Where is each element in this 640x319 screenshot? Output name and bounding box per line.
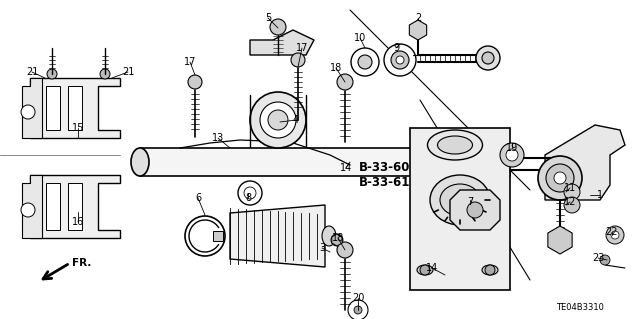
- Bar: [68, 86, 82, 130]
- Circle shape: [467, 202, 483, 218]
- Polygon shape: [230, 205, 325, 267]
- Text: 2: 2: [415, 13, 421, 23]
- Circle shape: [21, 105, 35, 119]
- Circle shape: [331, 234, 343, 246]
- Circle shape: [358, 55, 372, 69]
- Circle shape: [348, 300, 368, 319]
- Circle shape: [270, 19, 286, 35]
- Bar: [46, 86, 60, 130]
- Circle shape: [476, 46, 500, 70]
- Bar: [68, 183, 82, 230]
- Circle shape: [185, 216, 225, 256]
- Circle shape: [500, 143, 524, 167]
- Text: 4: 4: [293, 115, 299, 125]
- Circle shape: [396, 56, 404, 64]
- Circle shape: [506, 149, 518, 161]
- Circle shape: [337, 242, 353, 258]
- Circle shape: [485, 265, 495, 275]
- Text: 12: 12: [564, 197, 576, 207]
- Text: 10: 10: [354, 33, 366, 43]
- Circle shape: [564, 184, 580, 200]
- Text: 14: 14: [426, 263, 438, 273]
- Text: 16: 16: [72, 217, 84, 227]
- Polygon shape: [332, 234, 342, 246]
- Polygon shape: [30, 78, 120, 138]
- Text: 6: 6: [195, 193, 201, 203]
- Text: 18: 18: [330, 63, 342, 73]
- Text: 5: 5: [265, 13, 271, 23]
- Circle shape: [554, 172, 566, 184]
- Text: 21: 21: [122, 67, 134, 77]
- Ellipse shape: [440, 184, 480, 216]
- Text: 1: 1: [597, 190, 603, 200]
- Polygon shape: [140, 148, 510, 176]
- Text: 20: 20: [352, 293, 364, 303]
- Polygon shape: [545, 125, 625, 200]
- Circle shape: [337, 74, 353, 90]
- Circle shape: [21, 203, 35, 217]
- Ellipse shape: [131, 148, 149, 176]
- Text: 21: 21: [26, 67, 38, 77]
- Circle shape: [564, 197, 580, 213]
- Ellipse shape: [322, 226, 336, 246]
- Circle shape: [260, 102, 296, 138]
- Bar: [213, 231, 223, 241]
- Circle shape: [354, 306, 362, 314]
- Circle shape: [420, 265, 430, 275]
- Circle shape: [238, 181, 262, 205]
- Ellipse shape: [430, 175, 490, 225]
- Circle shape: [606, 226, 624, 244]
- Circle shape: [188, 75, 202, 89]
- Circle shape: [244, 187, 256, 199]
- Circle shape: [538, 156, 582, 200]
- Text: 3: 3: [319, 243, 325, 253]
- Ellipse shape: [482, 265, 498, 275]
- Ellipse shape: [417, 265, 433, 275]
- Text: 18: 18: [332, 233, 344, 243]
- Circle shape: [100, 69, 110, 79]
- Circle shape: [384, 44, 416, 76]
- Circle shape: [546, 164, 574, 192]
- Polygon shape: [30, 175, 120, 238]
- Text: 14: 14: [340, 163, 352, 173]
- Circle shape: [291, 53, 305, 67]
- Circle shape: [391, 51, 409, 69]
- Polygon shape: [450, 190, 500, 230]
- Text: 22: 22: [605, 227, 618, 237]
- Polygon shape: [22, 175, 42, 238]
- Text: 7: 7: [467, 197, 473, 207]
- Polygon shape: [22, 78, 42, 138]
- Circle shape: [611, 231, 619, 239]
- Circle shape: [47, 69, 57, 79]
- Text: 15: 15: [72, 123, 84, 133]
- Circle shape: [250, 92, 306, 148]
- Ellipse shape: [428, 130, 483, 160]
- Text: 8: 8: [245, 193, 251, 203]
- Text: 19: 19: [506, 143, 518, 153]
- Circle shape: [268, 110, 288, 130]
- Circle shape: [482, 52, 494, 64]
- Text: 17: 17: [184, 57, 196, 67]
- Polygon shape: [410, 20, 427, 40]
- Text: B-33-60
B-33-61: B-33-60 B-33-61: [359, 161, 411, 189]
- Polygon shape: [250, 30, 314, 55]
- Ellipse shape: [438, 136, 472, 154]
- Circle shape: [600, 255, 610, 265]
- Text: FR.: FR.: [72, 258, 92, 268]
- Text: TE04B3310: TE04B3310: [556, 303, 604, 313]
- Circle shape: [351, 48, 379, 76]
- Polygon shape: [410, 128, 510, 290]
- Ellipse shape: [554, 157, 566, 171]
- Text: 17: 17: [296, 43, 308, 53]
- Text: 13: 13: [212, 133, 224, 143]
- Text: 23: 23: [592, 253, 604, 263]
- Text: 9: 9: [393, 43, 399, 53]
- Text: 11: 11: [564, 183, 576, 193]
- Bar: [46, 183, 60, 230]
- Polygon shape: [548, 226, 572, 254]
